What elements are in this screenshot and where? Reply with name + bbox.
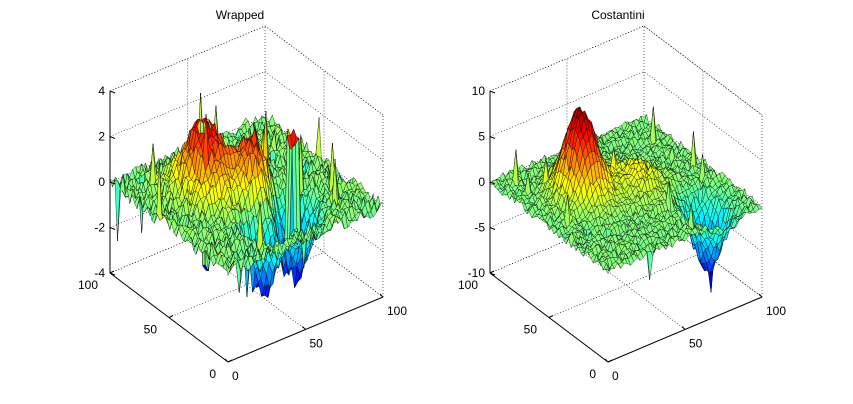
- z-tick: [109, 136, 116, 139]
- z-tick-label: 2: [98, 130, 105, 144]
- x-tick-label: 100: [387, 304, 407, 318]
- surface-patch: [315, 117, 322, 161]
- y-tick-label: 0: [209, 367, 216, 381]
- y-tick: [227, 359, 233, 363]
- z-tick: [489, 181, 496, 185]
- chart-title: Costantini: [591, 8, 644, 22]
- x-tick: [758, 293, 763, 298]
- y-tick-label: 0: [589, 367, 596, 381]
- x-tick-label: 100: [766, 304, 786, 318]
- z-tick: [489, 90, 496, 94]
- z-tick: [109, 181, 116, 185]
- x-tick: [224, 358, 229, 363]
- z-tick-label: 10: [472, 84, 486, 98]
- x-tick: [681, 326, 686, 330]
- x-tick-label: 50: [689, 337, 703, 351]
- box-edge: [643, 25, 763, 116]
- x-tick: [302, 326, 306, 330]
- x-tick-label: 0: [232, 369, 239, 383]
- z-grid-line: [109, 116, 384, 207]
- z-tick: [489, 227, 496, 230]
- x-tick: [379, 293, 384, 298]
- z-grid-line: [489, 25, 763, 116]
- y-tick: [548, 315, 554, 318]
- surface-patch: [605, 268, 612, 274]
- y-tick-label: 50: [524, 323, 538, 337]
- y-tick: [607, 359, 613, 363]
- z-tick-label: 5: [478, 130, 485, 144]
- x-tick-label: 0: [612, 369, 619, 383]
- y-tick-label: 50: [144, 323, 158, 337]
- y-tick: [109, 270, 115, 274]
- floor-grid-y: [548, 252, 704, 318]
- chart-title: Wrapped: [216, 8, 264, 22]
- z-tick-label: 4: [98, 84, 105, 98]
- y-tick: [489, 270, 495, 274]
- surface-patch: [225, 261, 232, 276]
- z-tick: [109, 272, 116, 276]
- z-tick-label: 0: [478, 175, 485, 189]
- z-tick-label: 0: [98, 175, 105, 189]
- z-tick-label: -10: [468, 266, 486, 280]
- surface-mesh: [489, 106, 763, 293]
- surface-mesh: [109, 93, 384, 299]
- z-tick: [109, 227, 116, 230]
- z-grid-line: [109, 71, 384, 161]
- floor-grid-x: [566, 240, 686, 330]
- y-tick: [168, 315, 174, 318]
- x-tick: [604, 358, 609, 363]
- x-tick-label: 50: [310, 337, 324, 351]
- z-tick-label: -4: [94, 266, 105, 280]
- z-grid-line: [109, 25, 384, 116]
- z-tick: [489, 136, 496, 139]
- z-tick-label: -2: [94, 221, 105, 235]
- z-tick-label: -5: [474, 221, 485, 235]
- y-tick-label: 100: [458, 278, 478, 292]
- z-tick: [109, 90, 116, 94]
- y-tick-label: 100: [78, 278, 98, 292]
- z-tick: [489, 272, 496, 276]
